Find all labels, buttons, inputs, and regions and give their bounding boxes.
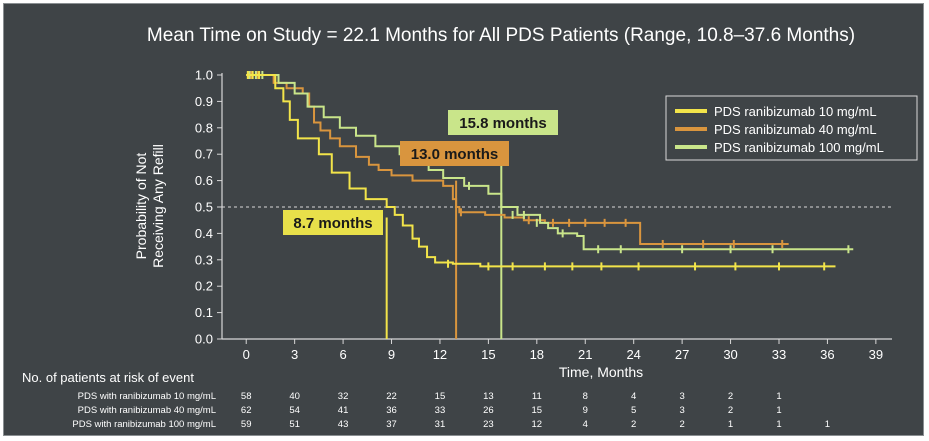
risk-value: 13 [483, 391, 494, 402]
risk-value: 1 [776, 419, 781, 430]
risk-value: 11 [532, 391, 542, 402]
risk-value: 1 [825, 419, 830, 430]
risk-value: 2 [728, 391, 733, 402]
risk-table-title: No. of patients at risk of event [22, 370, 194, 385]
y-tick-label: 0.5 [195, 200, 213, 215]
median-label-s100: 15.8 months [459, 115, 547, 132]
risk-value: 2 [679, 419, 684, 430]
x-tick-label: 36 [820, 347, 834, 362]
x-tick-label: 21 [578, 347, 592, 362]
risk-value: 23 [483, 419, 494, 430]
risk-row-label: PDS with ranibizumab 100 mg/mL [72, 419, 216, 430]
y-axis-label: Receiving Any Refill [150, 144, 166, 268]
risk-value: 3 [679, 405, 684, 416]
median-label-s40: 13.0 months [411, 146, 499, 163]
y-axis-label: Probability of Not [133, 153, 149, 260]
risk-value: 58 [241, 391, 252, 402]
risk-value: 51 [289, 419, 300, 430]
risk-value: 9 [583, 405, 588, 416]
x-tick-label: 30 [723, 347, 737, 362]
x-tick-label: 6 [339, 347, 346, 362]
risk-value: 41 [338, 405, 349, 416]
x-axis-label: Time, Months [559, 364, 643, 380]
x-tick-label: 27 [675, 347, 689, 362]
risk-value: 43 [338, 419, 349, 430]
x-tick-label: 24 [626, 347, 640, 362]
risk-value: 15 [532, 405, 543, 416]
median-label-box-s40 [400, 141, 509, 166]
risk-value: 1 [728, 419, 733, 430]
y-tick-label: 0.8 [195, 120, 213, 135]
y-tick-label: 0.3 [195, 252, 213, 267]
y-tick-label: 0.6 [195, 173, 213, 188]
risk-value: 4 [631, 391, 636, 402]
x-tick-label: 33 [772, 347, 786, 362]
km-curve-s100 [246, 74, 854, 251]
risk-value: 1 [776, 405, 781, 416]
chart-frame: Mean Time on Study = 22.1 Months for All… [3, 3, 924, 436]
legend-label-s40: PDS ranibizumab 40 mg/mL [714, 122, 877, 137]
x-tick-label: 0 [243, 347, 250, 362]
risk-value: 5 [631, 405, 636, 416]
median-label-s10: 8.7 months [293, 215, 372, 232]
median-label-box-s100 [448, 110, 558, 135]
x-tick-label: 18 [530, 347, 544, 362]
risk-row-label: PDS with ranibizumab 40 mg/mL [78, 405, 216, 416]
y-tick-label: 0.7 [195, 147, 213, 162]
risk-value: 33 [435, 405, 446, 416]
x-tick-label: 9 [388, 347, 395, 362]
risk-value: 36 [386, 405, 397, 416]
risk-value: 32 [338, 391, 349, 402]
risk-value: 54 [289, 405, 300, 416]
median-label-box-s10 [283, 210, 383, 235]
km-curve-s10 [246, 74, 836, 268]
risk-value: 40 [289, 391, 300, 402]
km-chart: Mean Time on Study = 22.1 Months for All… [22, 25, 918, 430]
chart-title: Mean Time on Study = 22.1 Months for All… [147, 25, 855, 46]
x-tick-label: 15 [481, 347, 495, 362]
x-tick-label: 39 [869, 347, 883, 362]
y-tick-label: 0.0 [195, 332, 213, 347]
y-tick-label: 0.2 [195, 279, 213, 294]
risk-value: 3 [679, 391, 684, 402]
risk-value: 37 [386, 419, 397, 430]
risk-value: 59 [241, 419, 252, 430]
legend-box [665, 95, 918, 161]
risk-value: 12 [532, 419, 543, 430]
risk-value: 4 [583, 419, 588, 430]
risk-value: 15 [435, 391, 446, 402]
y-tick-label: 0.9 [195, 94, 213, 109]
risk-value: 8 [583, 391, 588, 402]
x-tick-label: 3 [291, 347, 298, 362]
x-tick-label: 12 [433, 347, 447, 362]
risk-value: 2 [631, 419, 636, 430]
risk-value: 62 [241, 405, 252, 416]
y-tick-label: 0.4 [195, 226, 213, 241]
y-tick-label: 1.0 [195, 68, 213, 83]
risk-value: 31 [435, 419, 446, 430]
risk-value: 26 [483, 405, 494, 416]
legend-label-s10: PDS ranibizumab 10 mg/mL [714, 104, 877, 119]
legend-label-s100: PDS ranibizumab 100 mg/mL [714, 140, 884, 155]
risk-row-label: PDS with ranibizumab 10 mg/mL [78, 391, 216, 402]
risk-value: 2 [728, 405, 733, 416]
risk-value: 22 [386, 391, 397, 402]
y-tick-label: 0.1 [195, 305, 213, 320]
risk-value: 1 [776, 391, 781, 402]
